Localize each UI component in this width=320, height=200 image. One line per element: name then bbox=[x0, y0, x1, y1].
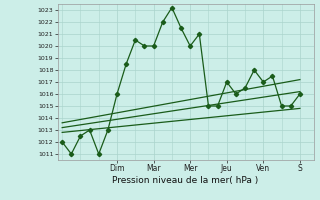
X-axis label: Pression niveau de la mer( hPa ): Pression niveau de la mer( hPa ) bbox=[112, 176, 259, 185]
